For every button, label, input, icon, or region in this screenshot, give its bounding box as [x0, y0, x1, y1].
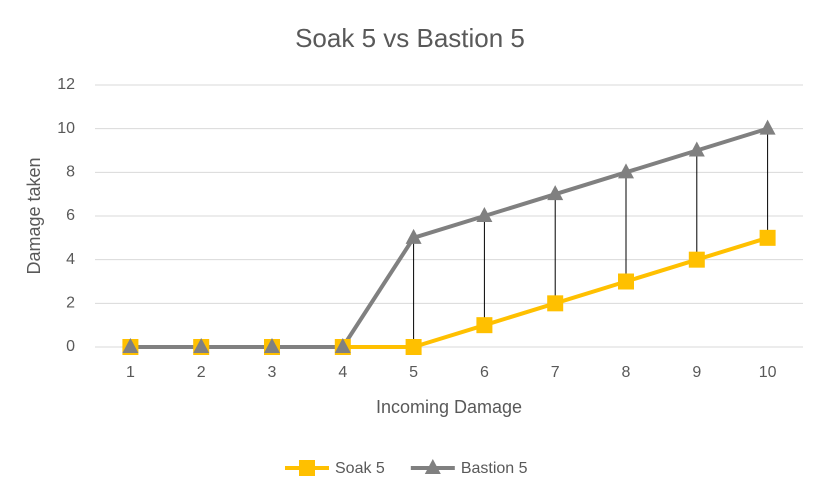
marker	[688, 141, 705, 157]
x-tick-label: 7	[551, 364, 560, 381]
x-tick-label: 3	[268, 364, 277, 381]
marker	[759, 119, 776, 135]
x-tick-label: 5	[409, 364, 418, 381]
marker	[618, 273, 634, 290]
legend-marker	[424, 459, 441, 474]
x-tick-label: 10	[759, 364, 777, 381]
y-tick-label: 8	[66, 164, 75, 181]
x-tick-label: 6	[480, 364, 489, 381]
marker	[264, 338, 280, 353]
legend-label: Soak 5	[335, 460, 385, 477]
y-tick-label: 10	[57, 120, 75, 137]
y-tick-label: 0	[66, 338, 75, 355]
marker	[618, 163, 634, 179]
x-tick-label: 1	[126, 364, 135, 381]
marker	[688, 251, 705, 268]
legend-label: Bastion 5	[461, 460, 528, 477]
y-axis-title: Damage taken	[24, 157, 44, 274]
x-tick-label: 9	[692, 364, 701, 381]
marker	[334, 338, 351, 353]
y-tick-label: 12	[57, 76, 75, 93]
x-tick-label: 2	[197, 364, 206, 381]
series-line	[130, 126, 769, 349]
x-axis-title: Incoming Damage	[376, 397, 522, 417]
chart-title: Soak 5 vs Bastion 5	[295, 23, 525, 53]
marker	[405, 228, 422, 244]
marker	[476, 317, 493, 334]
marker	[193, 338, 210, 353]
y-tick-label: 6	[66, 207, 75, 224]
marker	[476, 207, 493, 222]
marker	[547, 185, 564, 201]
y-tick-label: 4	[66, 251, 75, 268]
x-tick-label: 4	[338, 364, 347, 381]
legend-marker	[299, 460, 315, 476]
x-tick-label: 8	[622, 364, 631, 381]
marker	[547, 295, 564, 312]
marker	[405, 339, 422, 355]
y-tick-label: 2	[66, 295, 75, 312]
marker	[759, 229, 776, 246]
marker	[122, 338, 139, 353]
